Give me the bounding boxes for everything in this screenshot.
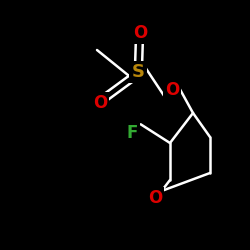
Text: O: O xyxy=(133,24,147,42)
Text: O: O xyxy=(93,94,107,112)
Text: O: O xyxy=(148,189,162,207)
Text: S: S xyxy=(132,63,144,81)
Text: F: F xyxy=(126,124,138,142)
Text: O: O xyxy=(165,81,179,99)
